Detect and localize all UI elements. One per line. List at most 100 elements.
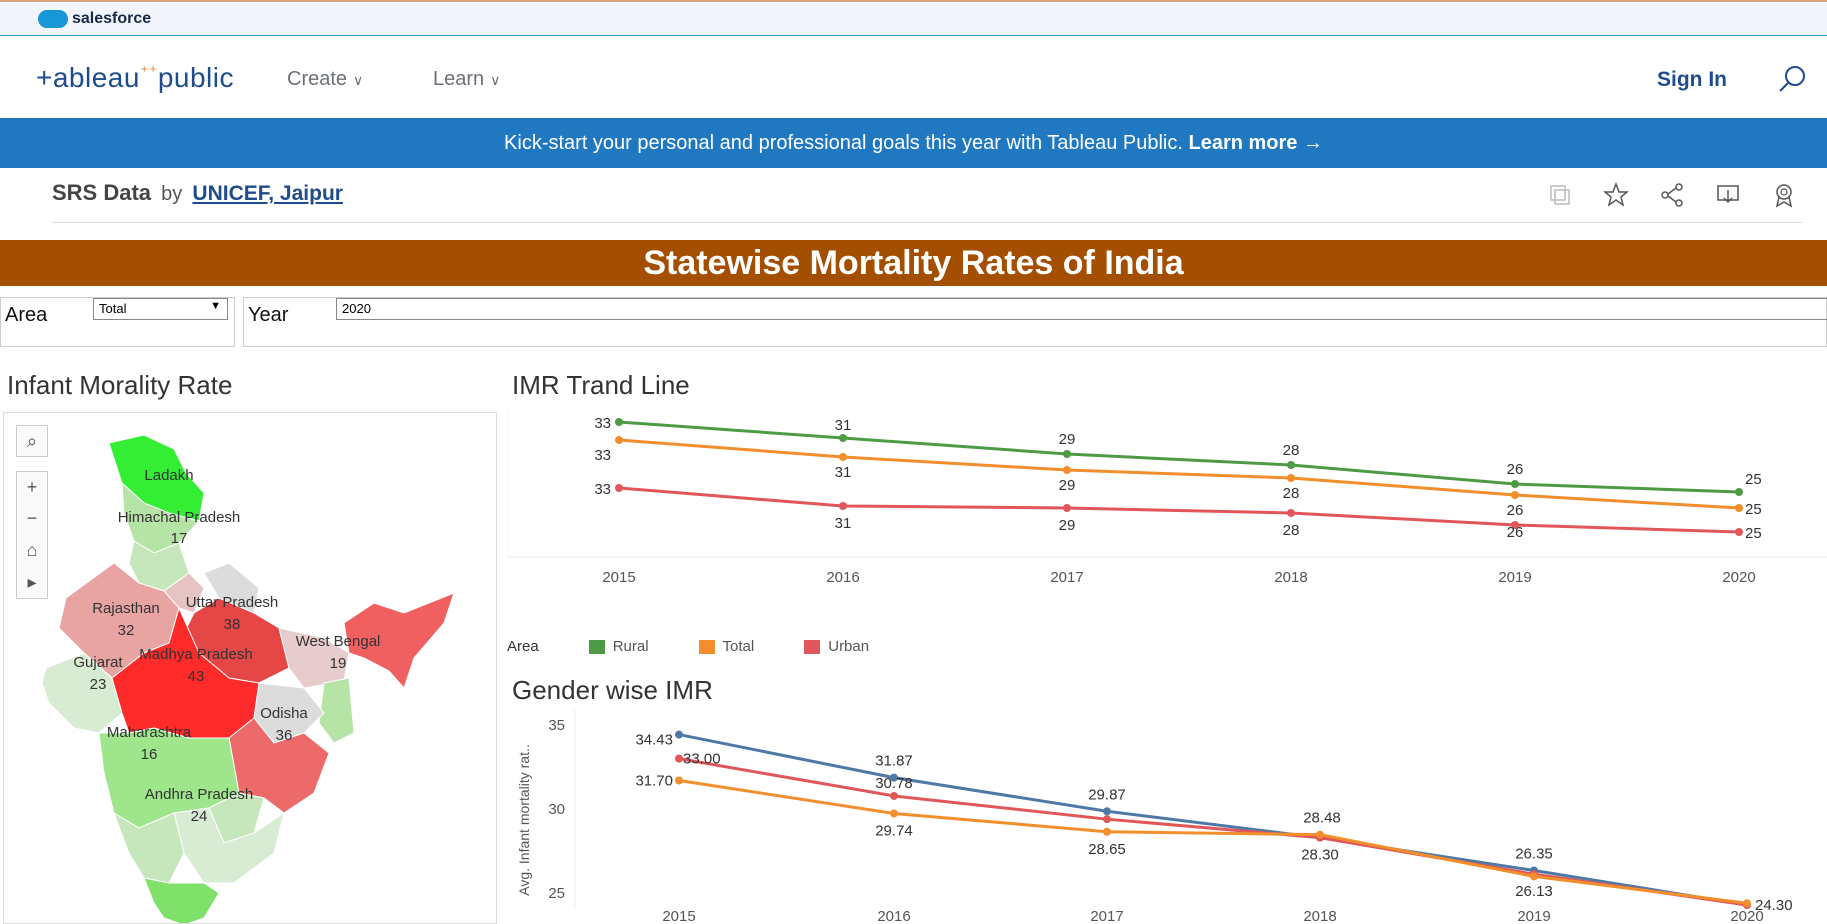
trend-point[interactable] (615, 484, 623, 492)
trend-point[interactable] (1511, 491, 1519, 499)
home-icon[interactable]: ⌂ (16, 535, 48, 567)
dropdown-arrow-icon: ▼ (210, 300, 221, 312)
zoom-out-button[interactable]: − (16, 503, 48, 535)
gender-point[interactable] (890, 809, 898, 818)
gender-x-tick: 2016 (877, 908, 910, 924)
trend-point[interactable] (839, 453, 847, 461)
gender-data-label: 34.43 (635, 732, 673, 749)
trend-data-label: 28 (1283, 522, 1300, 539)
trend-data-label: 26 (1507, 502, 1524, 519)
trend-line-rural[interactable] (618, 420, 1740, 494)
gender-point[interactable] (675, 754, 683, 763)
search-icon[interactable] (1777, 64, 1807, 94)
trend-x-tick: 2018 (1274, 569, 1307, 586)
trend-line-urban[interactable] (618, 486, 1740, 534)
india-map[interactable]: Ladakh Himachal Pradesh 17 Rajasthan 32 … (3, 412, 497, 924)
logo-suffix: public (157, 62, 234, 93)
trend-point[interactable] (839, 434, 847, 442)
trend-point[interactable] (615, 436, 623, 444)
gender-imr-chart[interactable]: 35 30 25 Avg. Infant mortality rat.. 2015 201… (507, 710, 1827, 924)
gender-line[interactable] (678, 779, 1748, 905)
trend-point[interactable] (1287, 461, 1295, 469)
area-filter: Area Total ▼ (0, 297, 235, 347)
gender-point[interactable] (675, 776, 683, 785)
expand-toolbar-icon[interactable]: ▸ (16, 567, 48, 599)
map-region-andhra-pradesh[interactable] (173, 807, 285, 884)
legend-label: Urban (828, 638, 870, 655)
zoom-in-button[interactable]: + (16, 471, 48, 503)
favorite-star-icon[interactable] (1603, 182, 1629, 208)
trend-line-total[interactable] (618, 438, 1740, 510)
salesforce-label: salesforce (72, 10, 152, 27)
download-icon[interactable] (1715, 182, 1741, 208)
nav-learn[interactable]: Learn ∨ (433, 68, 500, 91)
nav-create[interactable]: Create ∨ (287, 68, 363, 91)
imr-trend-chart[interactable]: 2015 2016 2017 2018 2019 2020 33 31 29 28 26 25 33 31… (507, 410, 1827, 588)
gender-point[interactable] (1103, 827, 1111, 836)
tableau-public-logo[interactable]: +ableau⁺⁺public (36, 62, 234, 94)
gender-point[interactable] (890, 773, 898, 782)
nav-create-label: Create (287, 68, 348, 90)
trend-point[interactable] (1287, 509, 1295, 517)
trend-data-label: 28 (1283, 485, 1300, 502)
map-region-tamil-nadu-kerala[interactable] (143, 877, 220, 924)
trend-point[interactable] (1735, 488, 1743, 496)
trend-point[interactable] (1511, 521, 1519, 529)
trend-point[interactable] (1063, 466, 1071, 474)
chevron-down-icon: ∨ (353, 72, 364, 88)
map-label-name: Himachal Pradesh (118, 509, 241, 526)
gender-data-label: 31.87 (875, 753, 913, 770)
gender-point[interactable] (675, 730, 683, 739)
gender-point[interactable] (1316, 830, 1324, 839)
trend-point[interactable] (839, 502, 847, 510)
trend-point[interactable] (1063, 504, 1071, 512)
trend-point[interactable] (1287, 474, 1295, 482)
legend-item-urban[interactable]: Urban (804, 638, 869, 655)
share-icon[interactable] (1659, 182, 1685, 208)
map-label-value: 32 (118, 622, 135, 639)
trend-data-label: 26 (1507, 524, 1524, 541)
trend-point[interactable] (1735, 504, 1743, 512)
year-filter-label: Year (248, 304, 289, 326)
map-region-west-bengal[interactable] (318, 677, 355, 744)
gender-point[interactable] (1103, 807, 1111, 816)
gender-line[interactable] (678, 733, 1748, 907)
gender-data-label: 29.87 (1088, 786, 1126, 803)
trend-x-tick: 2015 (602, 569, 635, 586)
map-labels: Ladakh Himachal Pradesh 17 Rajasthan 32 … (73, 467, 380, 825)
banner-learn-more-link[interactable]: Learn more → (1188, 132, 1323, 154)
map-label-name: West Bengal (296, 633, 381, 650)
map-region-uttarakhand[interactable] (203, 562, 260, 614)
map-label-name: Rajasthan (92, 600, 160, 617)
map-region-karnataka-goa[interactable] (113, 811, 185, 884)
legend-item-total[interactable]: Total (698, 638, 754, 655)
workbook-by: by (161, 183, 183, 205)
map-label-value: 23 (90, 676, 107, 693)
copy-icon[interactable] (1547, 182, 1573, 208)
trend-point[interactable] (1511, 480, 1519, 488)
trend-point[interactable] (615, 418, 623, 426)
workbook-author-link[interactable]: UNICEF, Jaipur (192, 182, 343, 205)
map-title: Infant Morality Rate (7, 370, 233, 400)
trend-point[interactable] (1735, 528, 1743, 536)
sign-in-link[interactable]: Sign In (1657, 68, 1727, 91)
year-input[interactable]: 2020 (336, 298, 1827, 320)
badge-icon[interactable] (1771, 182, 1797, 208)
gender-point[interactable] (890, 791, 898, 800)
trend-point[interactable] (1063, 450, 1071, 458)
map-search-button[interactable]: ⌕ (16, 425, 48, 457)
gender-data-label: 26.35 (1515, 845, 1553, 862)
trend-data-label: 29 (1059, 477, 1076, 494)
gender-point[interactable] (1103, 815, 1111, 824)
map-region-northeast[interactable] (343, 592, 455, 689)
map-region-haryana[interactable] (163, 572, 205, 614)
area-select[interactable]: Total ▼ (93, 298, 228, 320)
gender-point[interactable] (1743, 899, 1751, 908)
gender-line[interactable] (678, 757, 1748, 907)
salesforce-logo[interactable]: salesforce (38, 10, 151, 28)
gender-point[interactable] (1530, 872, 1538, 881)
legend-item-rural[interactable]: Rural (588, 638, 649, 655)
gender-data-label: 31.70 (635, 773, 673, 790)
india-map-svg[interactable]: Ladakh Himachal Pradesh 17 Rajasthan 32 … (4, 413, 497, 924)
logo-plus-icon: ⁺⁺ (139, 64, 158, 81)
